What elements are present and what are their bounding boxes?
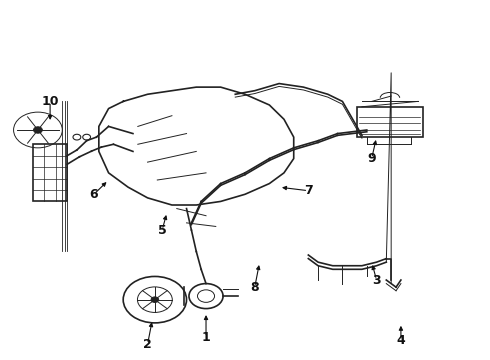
Circle shape <box>33 127 42 133</box>
FancyBboxPatch shape <box>357 107 423 137</box>
Text: 2: 2 <box>143 338 152 351</box>
Circle shape <box>151 297 159 302</box>
Text: 10: 10 <box>41 95 59 108</box>
Text: 8: 8 <box>250 281 259 294</box>
Text: 1: 1 <box>202 331 210 344</box>
Text: 5: 5 <box>158 224 167 237</box>
Text: 3: 3 <box>372 274 381 287</box>
Text: 7: 7 <box>304 184 313 197</box>
Text: 6: 6 <box>90 188 98 201</box>
Bar <box>33 144 67 202</box>
Text: 4: 4 <box>396 334 405 347</box>
Text: 9: 9 <box>368 152 376 165</box>
